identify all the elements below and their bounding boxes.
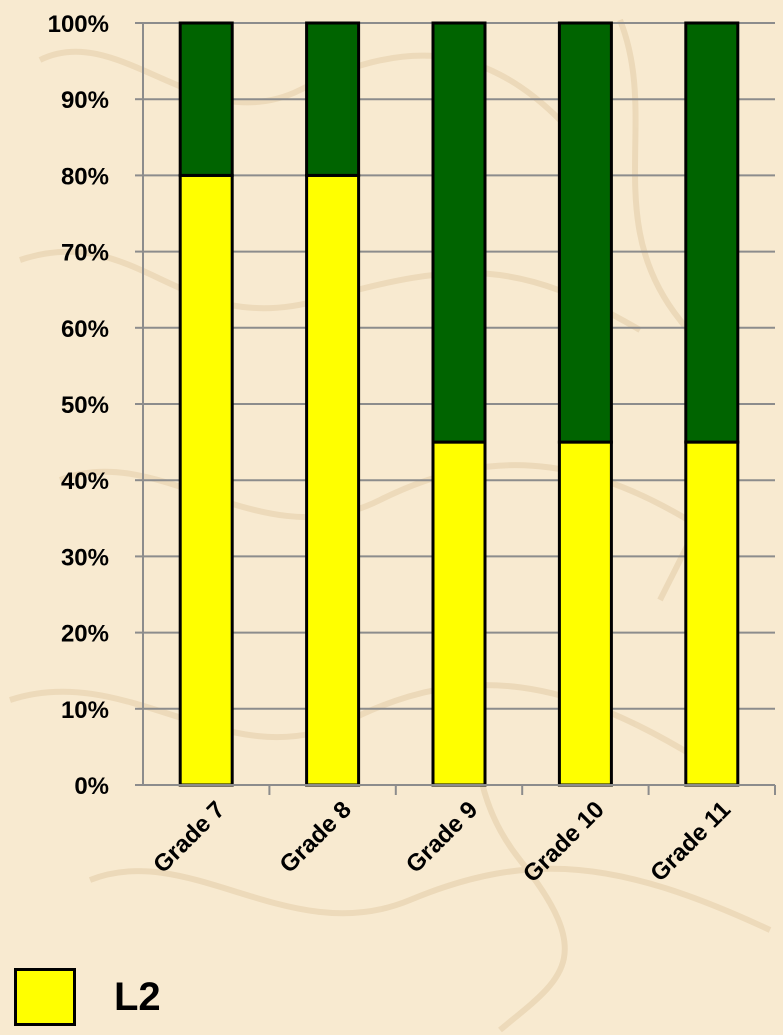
legend-swatch-l2 <box>14 968 76 1026</box>
legend: L2 <box>14 968 161 1026</box>
bar-segment-l2 <box>178 173 234 787</box>
y-tick-label: 70% <box>61 240 109 267</box>
bar-segment-l2 <box>431 440 487 787</box>
y-tick-label: 80% <box>61 163 109 190</box>
x-category-label: Grade 11 <box>645 796 736 887</box>
bar-segment-upper <box>305 21 361 177</box>
bar-segment-upper <box>431 21 487 444</box>
y-tick-label: 40% <box>61 468 109 495</box>
y-tick-label: 50% <box>61 392 109 419</box>
x-category-label: Grade 8 <box>275 796 357 878</box>
stacked-bar-chart: 0% 10% 20% 30% 40% 50% 60% 70% 80% 90% 100% Grade … <box>48 11 776 888</box>
bar-segment-upper <box>684 21 740 444</box>
bar-segment-l2 <box>305 173 361 787</box>
x-category-label: Grade 7 <box>148 796 230 878</box>
x-category-label: Grade 9 <box>401 796 483 878</box>
y-tick-label: 30% <box>61 544 109 571</box>
y-tick-label: 20% <box>61 621 109 648</box>
y-tick-label: 10% <box>61 697 109 724</box>
bar-segment-upper <box>178 21 234 177</box>
y-tick-label: 0% <box>74 773 109 800</box>
bar-segment-l2 <box>557 440 613 787</box>
x-category-label: Grade 10 <box>518 796 610 888</box>
bar-segment-upper <box>557 21 613 444</box>
bar-segment-l2 <box>684 440 740 787</box>
y-tick-label: 60% <box>61 316 109 343</box>
y-tick-label: 100% <box>48 11 109 38</box>
y-tick-label: 90% <box>61 87 109 114</box>
legend-label-l2: L2 <box>114 974 161 1019</box>
